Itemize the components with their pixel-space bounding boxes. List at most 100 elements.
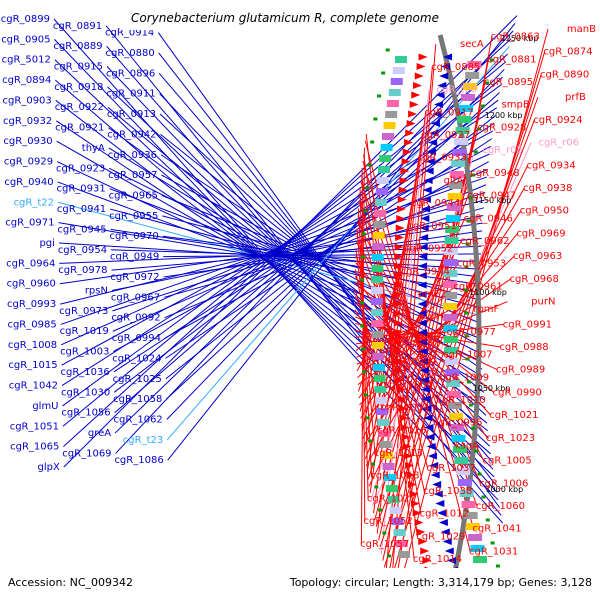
- gene-label[interactable]: cgR_1013: [374, 448, 423, 459]
- gene-label[interactable]: cgR_1027: [367, 493, 416, 504]
- gene-label[interactable]: cgR_1052: [364, 516, 413, 527]
- gene-label[interactable]: cgR_t22: [14, 197, 54, 208]
- gene-label[interactable]: cgR_0911: [106, 89, 155, 100]
- gene-label[interactable]: cgR_1009: [440, 372, 489, 383]
- gene-label[interactable]: cgR_0949: [110, 252, 159, 263]
- gene-label[interactable]: cgR_0890: [540, 69, 589, 80]
- gene-label[interactable]: cgR_0944: [411, 198, 460, 209]
- gene-label[interactable]: cgR_0962: [460, 236, 509, 247]
- gene-label[interactable]: cgR_1060: [476, 501, 525, 512]
- gene-label[interactable]: glpX: [38, 462, 60, 473]
- gene-label[interactable]: cgR_r06: [538, 138, 579, 149]
- gene-label[interactable]: cgR_5012: [2, 55, 51, 66]
- gene-label[interactable]: cgR_0968: [510, 274, 559, 285]
- gene-label[interactable]: cgR_0936: [108, 150, 157, 161]
- gene-label[interactable]: cgR_0993: [7, 299, 56, 310]
- gene-label[interactable]: cgR_1056: [61, 408, 110, 419]
- gene-label[interactable]: cgR_0952: [404, 244, 453, 255]
- gene-label[interactable]: cgR_0880: [105, 48, 154, 59]
- gene-label[interactable]: cgR_1025: [113, 374, 162, 385]
- gene-label[interactable]: purH: [419, 312, 443, 323]
- gene-label[interactable]: cgR_0881: [487, 54, 536, 65]
- gene-label[interactable]: cgR_0927: [421, 130, 470, 141]
- gene-label[interactable]: cgR_1019: [60, 326, 109, 337]
- gene-label[interactable]: cgR_0889: [53, 41, 102, 52]
- gene-label[interactable]: cgR_0996: [433, 418, 482, 429]
- gene-label[interactable]: cgR_1012: [420, 509, 469, 520]
- gene-label[interactable]: cgR_0989: [496, 365, 545, 376]
- gene-label[interactable]: cgR_0918: [54, 82, 103, 93]
- gene-label[interactable]: cgR_0863: [491, 32, 540, 43]
- gene-label[interactable]: cgR_1015: [8, 360, 57, 371]
- gene-label[interactable]: cgR_1086: [114, 455, 163, 466]
- gene-label[interactable]: cgR_0929: [4, 157, 53, 168]
- gene-label[interactable]: cgR_0992: [111, 313, 160, 324]
- gene-label[interactable]: cgR_1042: [9, 381, 58, 392]
- gene-label[interactable]: cgR_0895: [484, 77, 533, 88]
- gene-label[interactable]: purN: [531, 297, 555, 308]
- gene-label[interactable]: thyA: [82, 143, 105, 154]
- gene-label[interactable]: cgR_0971: [5, 218, 54, 229]
- gene-label[interactable]: cgR_1010: [437, 395, 486, 406]
- gene-label[interactable]: cgR_0940: [4, 177, 53, 188]
- gene-label[interactable]: cgR_0965: [109, 190, 158, 201]
- gene-label[interactable]: cgR_0921: [55, 123, 104, 134]
- gene-label[interactable]: cgR_1023: [486, 433, 535, 444]
- gene-label[interactable]: cgR_0941: [57, 204, 106, 215]
- gene-label[interactable]: cgR_1069: [62, 448, 111, 459]
- gene-label[interactable]: cgR_0999: [387, 357, 436, 368]
- gene-label[interactable]: cgR_1037: [426, 463, 475, 474]
- gene-label[interactable]: cgR_0970: [110, 231, 159, 242]
- gene-label[interactable]: cgR_0913: [107, 109, 156, 120]
- gene-label[interactable]: cgR_0994: [112, 333, 161, 344]
- gene-label[interactable]: cgR_1065: [10, 442, 59, 453]
- gene-label[interactable]: cgR_0998: [391, 334, 440, 345]
- gene-label[interactable]: cgR_t20: [437, 85, 477, 96]
- gene-label[interactable]: smpB: [502, 100, 530, 111]
- gene-label[interactable]: cgR_0942: [107, 129, 156, 140]
- gene-label[interactable]: rpsN: [85, 286, 108, 297]
- gene-label[interactable]: cgR_0957: [108, 170, 157, 181]
- gene-label[interactable]: cgR_0988: [499, 342, 548, 353]
- gene-label[interactable]: cgR_0948: [470, 168, 519, 179]
- gene-label[interactable]: greA: [88, 428, 111, 439]
- gene-label[interactable]: cgR_0991: [503, 319, 552, 330]
- gene-label[interactable]: cgR_0947: [467, 191, 516, 202]
- gene-label[interactable]: cgR_1008: [8, 340, 57, 351]
- gene-label[interactable]: prfB: [565, 92, 586, 103]
- gene-label[interactable]: cgR_1057: [360, 539, 409, 550]
- gene-label[interactable]: cgR_1003: [60, 347, 109, 358]
- gene-label[interactable]: cgR_0961: [453, 281, 502, 292]
- gene-label[interactable]: cgR_0905: [1, 34, 50, 45]
- gene-label[interactable]: cgR_1004: [380, 403, 429, 414]
- gene-label[interactable]: cgR_1018: [370, 471, 419, 482]
- gene-label[interactable]: cgR_0922: [55, 102, 104, 113]
- gene-label[interactable]: cgR_0894: [2, 75, 51, 86]
- gene-label[interactable]: cgR_0891: [53, 21, 102, 32]
- gene-label[interactable]: cgR_0934: [526, 160, 575, 171]
- gene-label[interactable]: cgR_0977: [447, 327, 496, 338]
- gene-label[interactable]: cgR_t23: [123, 435, 163, 446]
- gene-label[interactable]: cgR_0938: [523, 183, 572, 194]
- gene-label[interactable]: cgR_0928: [477, 122, 526, 133]
- gene-label[interactable]: cgR_1014: [413, 554, 462, 565]
- gene-label[interactable]: cgR_0963: [513, 251, 562, 262]
- gene-label[interactable]: cgR_0899: [1, 14, 50, 25]
- gene-label[interactable]: cgR_1006: [479, 478, 528, 489]
- gene-label[interactable]: rpmE2: [414, 289, 447, 300]
- gene-label[interactable]: cgR_0914: [105, 28, 154, 39]
- gene-label[interactable]: cgR_1030: [61, 387, 110, 398]
- gene-label[interactable]: cgR_0923: [56, 163, 105, 174]
- gene-label[interactable]: cgR_0967: [111, 292, 160, 303]
- gene-label[interactable]: cgR_0972: [110, 272, 159, 283]
- gene-label[interactable]: cgR_1038: [423, 486, 472, 497]
- gene-label[interactable]: cgR_0950: [520, 206, 569, 217]
- gene-label[interactable]: cgR_1007: [443, 350, 492, 361]
- gene-label[interactable]: ksgA: [455, 440, 479, 451]
- gene-label[interactable]: cgR_1005: [483, 456, 532, 467]
- gene-label[interactable]: cgR_0930: [3, 136, 52, 147]
- gene-label[interactable]: cgR_0990: [493, 387, 542, 398]
- gene-label[interactable]: cgR_1041: [472, 524, 521, 535]
- gene-label[interactable]: cgR_0946: [464, 213, 513, 224]
- gene-label[interactable]: manB: [567, 24, 596, 35]
